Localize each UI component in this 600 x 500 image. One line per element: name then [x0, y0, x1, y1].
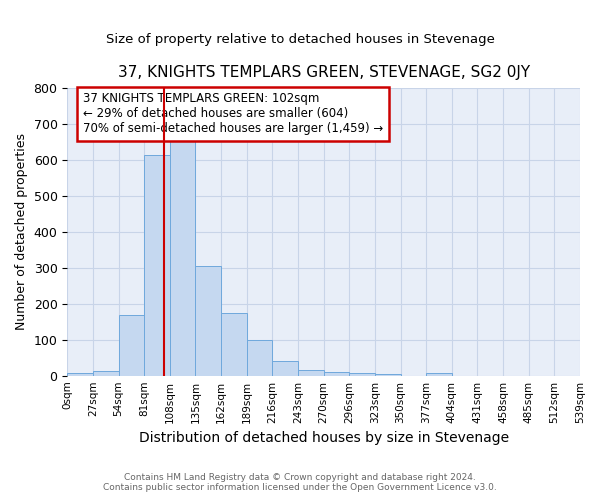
Text: Contains HM Land Registry data © Crown copyright and database right 2024.
Contai: Contains HM Land Registry data © Crown c… — [103, 473, 497, 492]
Bar — [349, 373, 375, 376]
Bar — [426, 373, 452, 376]
Bar — [196, 266, 221, 376]
Y-axis label: Number of detached properties: Number of detached properties — [15, 134, 28, 330]
Bar — [375, 374, 401, 376]
Bar — [144, 154, 170, 376]
Bar — [247, 340, 272, 376]
Bar — [67, 373, 93, 376]
Text: Size of property relative to detached houses in Stevenage: Size of property relative to detached ho… — [106, 32, 494, 46]
Bar — [170, 140, 196, 376]
Title: 37, KNIGHTS TEMPLARS GREEN, STEVENAGE, SG2 0JY: 37, KNIGHTS TEMPLARS GREEN, STEVENAGE, S… — [118, 65, 530, 80]
Bar — [323, 372, 349, 376]
Bar — [298, 370, 323, 376]
Bar — [221, 313, 247, 376]
Bar — [272, 360, 298, 376]
Bar — [119, 314, 144, 376]
Text: 37 KNIGHTS TEMPLARS GREEN: 102sqm
← 29% of detached houses are smaller (604)
70%: 37 KNIGHTS TEMPLARS GREEN: 102sqm ← 29% … — [83, 92, 383, 136]
X-axis label: Distribution of detached houses by size in Stevenage: Distribution of detached houses by size … — [139, 431, 509, 445]
Bar — [93, 372, 119, 376]
